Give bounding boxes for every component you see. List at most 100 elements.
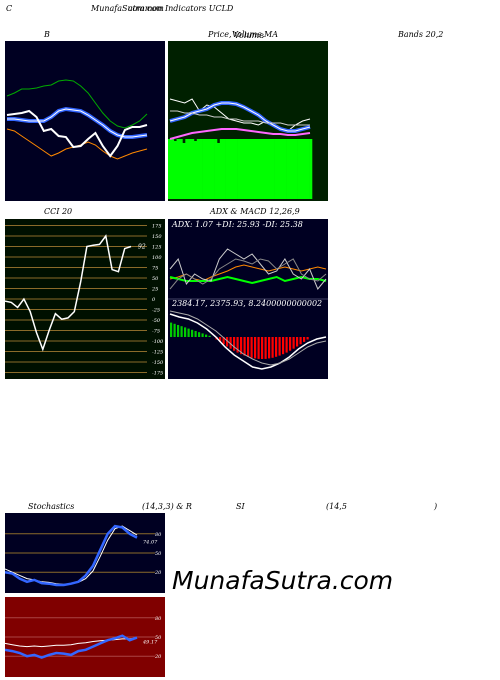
cci-value-label: 92 bbox=[138, 244, 146, 251]
ma-highlight bbox=[169, 102, 311, 132]
stoch-value-label: 74.07 bbox=[143, 540, 158, 546]
rsi-title: SI bbox=[236, 502, 245, 511]
price-title-c: Volume bbox=[234, 31, 264, 40]
cci-tick-label: 100 bbox=[152, 255, 162, 261]
volume-bar bbox=[208, 139, 212, 199]
cci-tick-label: 150 bbox=[152, 234, 162, 240]
macd-histogram-bar bbox=[292, 337, 295, 349]
macd-signal-line bbox=[169, 310, 327, 366]
cci-tick-label: -50 bbox=[152, 318, 161, 324]
adx-line bbox=[169, 275, 327, 285]
ma-line-pink bbox=[169, 128, 311, 140]
rsi-line bbox=[5, 634, 138, 659]
volume-bar bbox=[185, 139, 189, 199]
cci-tick-label: 175 bbox=[152, 224, 162, 230]
macd-histogram-bar bbox=[229, 337, 232, 349]
volume-bar bbox=[251, 139, 255, 199]
volume-bar bbox=[309, 139, 313, 199]
macd-histogram-bar bbox=[247, 337, 250, 357]
macd-histogram-bar bbox=[236, 337, 239, 353]
rsi-tick-label: 50 bbox=[155, 635, 162, 641]
adx-macd-panel: ADX: 1.07 +DI: 25.93 -DI: 25.38 2384.17,… bbox=[167, 218, 329, 380]
cci-tick-label: -175 bbox=[152, 371, 163, 377]
macd-histogram-bar bbox=[268, 337, 271, 359]
macd-histogram-bar bbox=[261, 337, 264, 359]
macd-histogram-bar bbox=[233, 337, 236, 351]
di-plus-line bbox=[169, 248, 327, 290]
volume-bar bbox=[168, 139, 172, 199]
volume-bar bbox=[217, 143, 221, 199]
macd-histogram-bar bbox=[219, 337, 222, 342]
macd-histogram-bar bbox=[243, 337, 246, 356]
header-subtitle: common Indicators UCLD bbox=[128, 4, 234, 13]
macd-histogram-bar bbox=[289, 337, 292, 351]
macd-histogram-bar bbox=[250, 337, 253, 358]
macd-line bbox=[169, 313, 327, 370]
volume-bar bbox=[202, 139, 206, 199]
adx-macd-chart bbox=[168, 248, 328, 370]
volume-bar bbox=[191, 139, 195, 199]
macd-histogram-bar bbox=[184, 327, 187, 337]
macd-histogram-bar bbox=[180, 326, 183, 337]
cci-line bbox=[5, 234, 132, 352]
macd-histogram-bar bbox=[170, 322, 173, 337]
volume-bar bbox=[254, 139, 258, 199]
header-brand: MunafaSutra.com bbox=[91, 4, 164, 13]
volume-bar bbox=[274, 139, 278, 199]
volume-bar bbox=[222, 139, 226, 199]
macd-histogram-bar bbox=[282, 337, 285, 355]
volume-bar bbox=[277, 139, 281, 199]
macd-histogram-bar bbox=[194, 331, 197, 337]
macd-histogram-bar bbox=[299, 337, 302, 345]
cci-title: CCI 20 bbox=[44, 207, 73, 216]
volume-bar bbox=[237, 139, 241, 199]
volume-bar bbox=[303, 139, 307, 199]
volume-bar bbox=[225, 139, 229, 199]
volume-bar bbox=[283, 139, 287, 199]
lower-band-line bbox=[6, 128, 148, 160]
macd-histogram-bar bbox=[264, 337, 267, 359]
upper-band-line bbox=[6, 79, 148, 129]
volume-bar bbox=[289, 139, 293, 199]
macd-histogram-bar bbox=[278, 337, 281, 356]
volume-bar bbox=[242, 139, 247, 199]
bands-title: Bands 20,2 bbox=[398, 30, 444, 39]
macd-histogram-bar bbox=[222, 337, 225, 345]
cci-tick-label: 125 bbox=[152, 245, 162, 251]
middle-band-line bbox=[7, 106, 148, 139]
macd-readout: 2384.17, 2375.93, 8.2400000000002 bbox=[172, 299, 323, 308]
cci-tick-label: -25 bbox=[152, 308, 160, 314]
price-volume-panel bbox=[167, 40, 329, 202]
macd-histogram-bar bbox=[303, 337, 306, 342]
bollinger-panel bbox=[4, 40, 166, 202]
volume-bar bbox=[182, 143, 186, 199]
price-volume-chart bbox=[168, 98, 313, 199]
volume-bar bbox=[245, 139, 249, 199]
macd-histogram-bar bbox=[173, 323, 176, 337]
macd-histogram-bar bbox=[191, 329, 194, 337]
volume-bar bbox=[211, 139, 215, 199]
cci-tick-label: -100 bbox=[152, 339, 164, 345]
price-title-ma: MA bbox=[264, 30, 278, 39]
stochastics-chart: 80 50 20 74.07 bbox=[5, 524, 162, 587]
volume-bar bbox=[280, 139, 284, 199]
ma-line-blue bbox=[169, 101, 311, 133]
rsi-value-label: 49.17 bbox=[142, 640, 158, 646]
watermark: MunafaSutra.com bbox=[172, 566, 394, 595]
di-minus-line bbox=[169, 258, 327, 290]
macd-histogram-bar bbox=[285, 337, 288, 353]
macd-histogram-bar bbox=[271, 337, 274, 358]
volume-bar bbox=[291, 139, 295, 199]
adx-readout: ADX: 1.07 +DI: 25.93 -DI: 25.38 bbox=[172, 220, 303, 229]
volume-bar bbox=[265, 139, 270, 199]
macd-histogram-bar bbox=[240, 337, 243, 355]
volume-bar bbox=[176, 139, 180, 199]
price-title-a: Price, bbox=[208, 30, 232, 39]
rsi-tick-label: 80 bbox=[155, 616, 162, 622]
macd-histogram-bar bbox=[226, 337, 229, 347]
macd-histogram-bar bbox=[205, 334, 208, 337]
volume-bar bbox=[170, 139, 175, 199]
rsi-tick-label: 20 bbox=[154, 654, 162, 660]
stoch-tick-label: 20 bbox=[154, 570, 162, 576]
volume-bar bbox=[260, 139, 264, 199]
